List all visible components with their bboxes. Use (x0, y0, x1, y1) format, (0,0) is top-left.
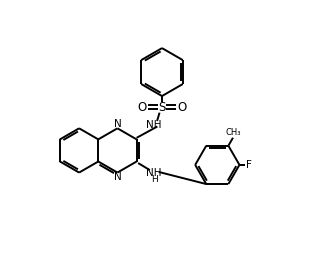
Text: NH: NH (146, 168, 161, 178)
Text: N: N (114, 172, 121, 182)
Text: N: N (114, 119, 121, 129)
Text: H: H (151, 176, 157, 185)
Text: NH: NH (146, 120, 161, 130)
Text: F: F (246, 160, 252, 170)
Text: O: O (177, 101, 186, 114)
Text: O: O (138, 101, 147, 114)
Text: S: S (158, 101, 166, 114)
Text: CH₃: CH₃ (226, 128, 241, 137)
